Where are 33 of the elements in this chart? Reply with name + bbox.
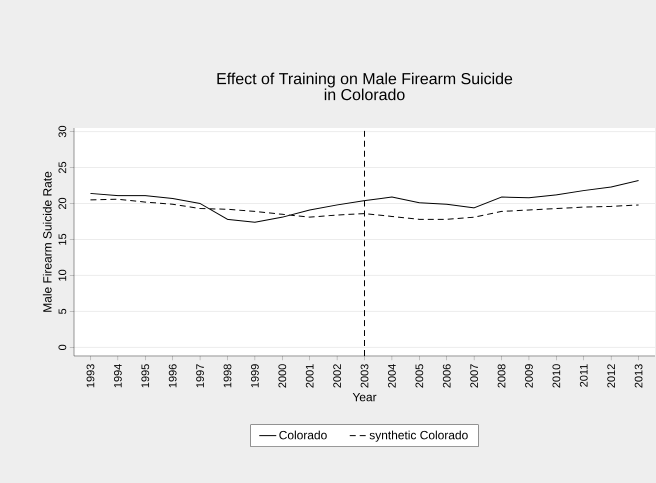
chart-title: Effect of Training on Male Firearm Suicide in Colorado (217, 72, 512, 100)
y-tick-label: 5 (58, 308, 66, 314)
x-tick-label: 2003 (360, 364, 368, 388)
x-tick-label: 2000 (278, 364, 286, 388)
x-tick-label: 2004 (388, 364, 396, 388)
x-tick-label: 2001 (306, 364, 314, 388)
y-tick-label: 0 (58, 344, 66, 350)
x-tick-label: 2002 (333, 364, 341, 388)
y-tick-label: 25 (58, 162, 66, 174)
x-tick-label: 1999 (251, 364, 259, 388)
x-tick-label: 1998 (224, 364, 232, 388)
x-tick-label: 1993 (86, 364, 94, 388)
y-tick-label: 10 (58, 270, 66, 281)
x-tick-label: 2007 (470, 364, 478, 388)
x-tick-label: 2005 (415, 364, 424, 388)
legend-label: Colorado (279, 430, 327, 440)
x-tick-label: 2012 (607, 364, 616, 388)
x-tick-label: 1996 (168, 364, 177, 388)
x-tick-label: 1995 (141, 364, 150, 388)
x-tick-label: 2008 (498, 364, 506, 388)
x-tick-label: 2006 (442, 364, 451, 388)
x-tick-label: 1997 (196, 364, 204, 388)
legend-label: synthetic Colorado (370, 430, 468, 442)
x-tick-label: 2011 (580, 364, 588, 387)
x-tick-label: 2009 (525, 364, 533, 388)
x-tick-label: 2010 (552, 364, 560, 388)
y-tick-label: 30 (58, 126, 66, 138)
y-tick-label: 20 (58, 198, 66, 210)
x-axis-title: Year (352, 392, 376, 402)
x-tick-label: 2013 (634, 364, 642, 388)
x-tick-label: 1994 (114, 364, 122, 388)
y-axis-title: Male Firearm Suicide Rate (42, 172, 52, 312)
y-tick-label: 15 (58, 234, 66, 245)
